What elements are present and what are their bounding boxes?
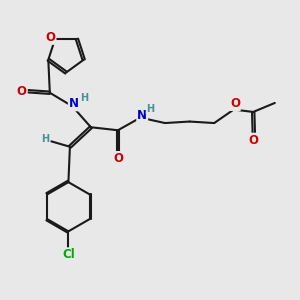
Text: H: H <box>146 103 155 114</box>
Text: O: O <box>46 31 56 44</box>
Text: N: N <box>137 109 147 122</box>
Text: Cl: Cl <box>62 248 75 261</box>
Text: O: O <box>230 97 240 110</box>
Text: H: H <box>80 93 88 103</box>
Text: O: O <box>16 85 27 98</box>
Text: H: H <box>41 134 50 144</box>
Text: N: N <box>69 97 79 110</box>
Text: O: O <box>249 134 259 147</box>
Text: O: O <box>113 152 123 165</box>
